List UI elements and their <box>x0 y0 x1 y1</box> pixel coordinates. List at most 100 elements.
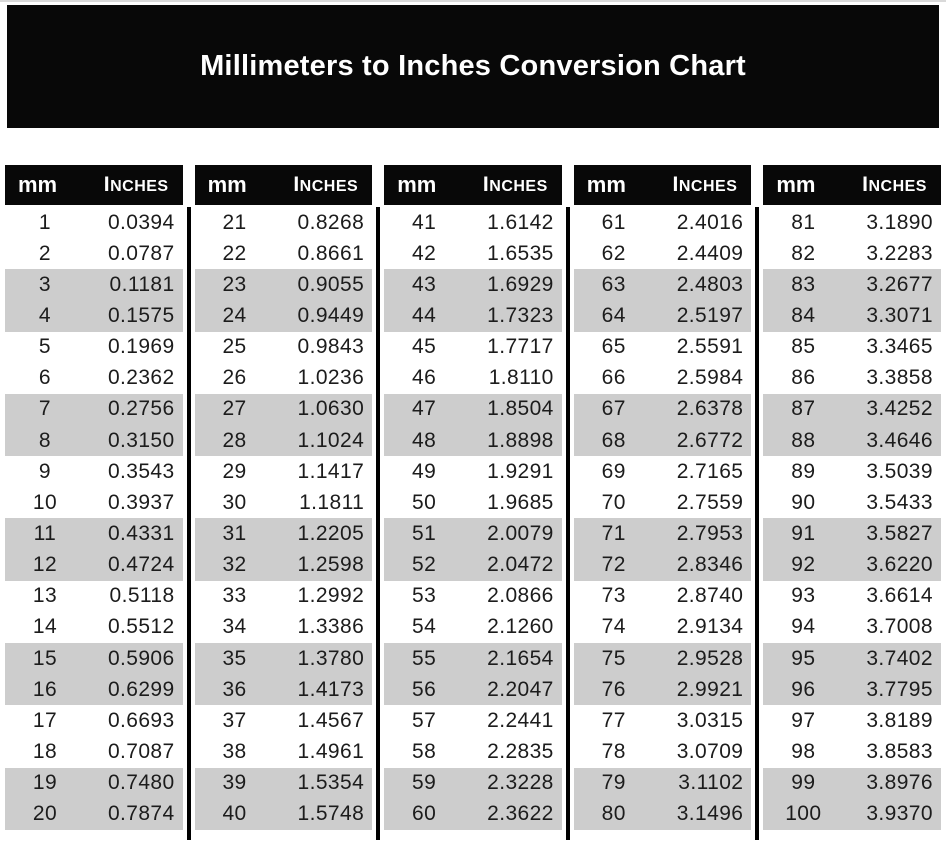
mm-cell: 96 <box>791 677 816 701</box>
mm-cell: 98 <box>791 739 816 763</box>
table-row: 61 2.4016 <box>574 207 752 238</box>
table-row: 79 3.1102 <box>573 767 752 799</box>
inches-cell: 0.6299 <box>107 677 175 701</box>
column-rows: 1 0.0394 2 0.0787 3 0.1181 4 0.1575 5 0.1969 6 0.23… <box>5 207 183 830</box>
mm-cell: 36 <box>222 677 247 701</box>
mm-cell: 75 <box>601 646 626 670</box>
mm-cell: 59 <box>412 771 437 795</box>
mm-cell: 35 <box>222 646 247 670</box>
mm-cell: 20 <box>32 802 58 826</box>
inches-cell: 1.9685 <box>487 490 554 514</box>
inches-cell: 2.2441 <box>487 708 554 732</box>
inches-cell: 1.0630 <box>297 397 365 421</box>
mm-cell: 1 <box>38 210 51 234</box>
table-row: 9 0.3543 <box>5 456 183 487</box>
table-row: 14 0.5512 <box>5 612 183 643</box>
table-row: 37 1.4567 <box>195 705 373 736</box>
mm-cell: 54 <box>412 615 437 639</box>
column-rows: 41 1.6142 42 1.6535 43 1.6929 44 1.7323 45 1.7717… <box>384 207 562 830</box>
table-row: 2 0.0787 <box>5 238 183 269</box>
mm-cell: 73 <box>601 584 626 608</box>
inches-cell: 2.9921 <box>676 677 744 701</box>
inches-header-label: Inches <box>482 173 548 196</box>
mm-cell: 68 <box>601 428 626 452</box>
inches-cell: 3.8583 <box>866 739 933 763</box>
table-row: 57 2.2441 <box>384 705 562 736</box>
inches-cell: 3.3071 <box>866 303 933 327</box>
column-group: mm Inches 81 3.1890 82 3.2283 83 3.2677 84 3.3071… <box>763 165 941 830</box>
inches-cell: 3.0709 <box>676 739 744 763</box>
column-divider <box>186 207 191 840</box>
column-group: mm Inches 21 0.8268 22 0.8661 23 0.9055 24 0.9449… <box>194 165 373 830</box>
inches-cell: 2.0472 <box>487 553 554 577</box>
mm-cell: 5 <box>38 335 51 359</box>
column-rows: 21 0.8268 22 0.8661 23 0.9055 24 0.9449 25 0.9843… <box>194 207 373 830</box>
mm-cell: 85 <box>791 335 816 359</box>
mm-cell: 55 <box>412 646 437 670</box>
table-row: 71 2.7953 <box>573 518 752 550</box>
mm-cell: 31 <box>222 521 247 545</box>
table-row: 94 3.7008 <box>763 612 941 643</box>
table-row: 29 1.1417 <box>195 456 373 487</box>
inches-cell: 3.1102 <box>678 771 744 795</box>
table-row: 48 1.8898 <box>384 424 562 457</box>
table-row: 52 2.0472 <box>384 549 562 581</box>
mm-cell: 17 <box>32 708 58 732</box>
table-row: 63 2.4803 <box>573 269 752 301</box>
mm-cell: 76 <box>601 677 626 701</box>
table-row: 27 1.0630 <box>194 393 373 425</box>
inches-cell: 0.5906 <box>107 646 175 670</box>
mm-header-label: mm <box>397 172 437 197</box>
table-row: 97 3.8189 <box>763 705 941 736</box>
table-row: 51 2.0079 <box>384 518 562 550</box>
table-row: 99 3.8976 <box>763 767 941 799</box>
mm-cell: 14 <box>32 615 58 639</box>
mm-cell: 45 <box>412 335 437 359</box>
mm-cell: 92 <box>791 553 816 577</box>
mm-cell: 23 <box>222 272 247 296</box>
mm-cell: 4 <box>38 303 51 327</box>
mm-cell: 97 <box>791 708 816 732</box>
mm-cell: 47 <box>412 397 437 421</box>
mm-cell: 26 <box>222 366 247 390</box>
table-row: 15 0.5906 <box>5 642 183 675</box>
mm-cell: 94 <box>791 615 816 639</box>
inches-cell: 3.6220 <box>866 553 933 577</box>
table-row: 5 0.1969 <box>5 332 183 363</box>
inches-cell: 1.7323 <box>487 303 554 327</box>
table-row: 19 0.7480 <box>5 767 183 799</box>
mm-cell: 13 <box>32 584 58 608</box>
mm-header-label: mm <box>207 172 247 197</box>
mm-cell: 58 <box>412 739 437 763</box>
inches-cell: 2.6772 <box>676 428 744 452</box>
column-header: mm Inches <box>384 165 562 205</box>
mm-cell: 60 <box>412 802 437 826</box>
inches-cell: 1.3386 <box>297 615 365 639</box>
mm-cell: 38 <box>222 739 247 763</box>
inches-cell: 0.0394 <box>107 210 175 234</box>
column-divider <box>755 207 760 840</box>
table-row: 77 3.0315 <box>574 705 752 736</box>
table-row: 87 3.4252 <box>763 393 941 425</box>
table-row: 3 0.1181 <box>5 269 183 301</box>
inches-cell: 1.6142 <box>487 210 554 234</box>
mm-cell: 81 <box>791 210 816 234</box>
mm-cell: 74 <box>601 615 626 639</box>
inches-cell: 2.5984 <box>676 366 744 390</box>
table-row: 26 1.0236 <box>195 363 373 394</box>
mm-cell: 78 <box>601 739 626 763</box>
inches-cell: 3.3858 <box>866 366 933 390</box>
inches-cell: 0.2756 <box>107 397 175 421</box>
inches-header-label: Inches <box>862 173 927 196</box>
column-header: mm Inches <box>573 165 752 205</box>
table-row: 22 0.8661 <box>195 238 373 269</box>
inches-cell: 0.9843 <box>297 335 365 359</box>
table-row: 100 3.9370 <box>763 798 941 830</box>
inches-cell: 2.0079 <box>487 521 554 545</box>
table-row: 64 2.5197 <box>573 300 752 332</box>
mm-cell: 37 <box>222 708 247 732</box>
table-row: 56 2.2047 <box>384 674 562 706</box>
inches-cell: 2.6378 <box>676 397 744 421</box>
table-row: 32 1.2598 <box>194 549 373 581</box>
table-row: 86 3.3858 <box>763 363 941 394</box>
